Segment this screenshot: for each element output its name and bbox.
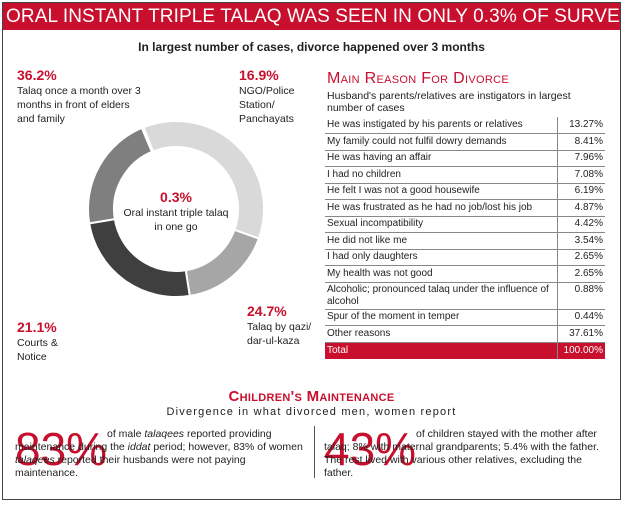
reason-cell: My health was not good: [325, 265, 557, 283]
segment-text: Talaq by qazi/ dar-ul-kaza: [247, 321, 312, 347]
maint-left-t7: reported their husbands were not paying …: [15, 454, 246, 479]
reason-subtitle: Husband's parents/relatives are instigat…: [327, 90, 571, 114]
reason-value: 13.27%: [556, 117, 605, 134]
stat-43-percent: 43%: [324, 423, 417, 475]
reason-cell: I had only daughters: [325, 249, 557, 266]
table-row: Alcoholic; pronounced talaq under the in…: [325, 282, 605, 310]
reason-value: 2.65%: [556, 265, 605, 283]
reason-value: 8.41%: [556, 133, 605, 151]
segment-label-monthly: 36.2% Talaq once a month over 3 months i…: [17, 67, 142, 126]
chart-subtitle: In largest number of cases, divorce happ…: [138, 40, 485, 54]
maint-left-t5: period; however, 83% of women: [150, 441, 303, 453]
reason-value: 37.61%: [556, 325, 605, 343]
stat-83-percent: 83%: [15, 423, 108, 475]
maint-left-t6: talaqees: [15, 454, 55, 466]
donut-slice-qazi: [88, 217, 191, 298]
total-value: 100.00%: [556, 342, 605, 359]
table-row: Spur of the moment in temper 0.44%: [325, 309, 605, 326]
table-row: Other reasons 37.61%: [325, 325, 605, 343]
reason-value: 0.44%: [556, 309, 605, 326]
segment-label-ngo: 16.9% NGO/Police Station/ Panchayats: [239, 67, 319, 126]
table-total-row: Total 100.00%: [325, 342, 605, 359]
segment-pct: 36.2%: [17, 67, 57, 83]
donut-slice-monthly: [142, 120, 265, 240]
segment-label-courts: 21.1% Courts & Notice: [17, 319, 87, 364]
segment-pct: 0.3%: [160, 189, 192, 205]
segment-label-instant: 0.3% Oral instant triple talaq in one go: [121, 189, 231, 234]
maint-left-t3: reported providing maintenance during th…: [15, 428, 272, 453]
segment-text: NGO/Police Station/ Panchayats: [239, 85, 295, 125]
segment-pct: 24.7%: [247, 303, 287, 319]
reason-cell: He was having an affair: [325, 150, 557, 167]
segment-text: Courts & Notice: [17, 337, 58, 363]
reason-value: 7.96%: [556, 150, 605, 167]
maintenance-title: Children's Maintenance: [228, 388, 395, 405]
reason-value: 2.65%: [556, 249, 605, 266]
reason-title: Main Reason For Divorce: [327, 70, 509, 87]
maint-left-t1: of male: [107, 428, 145, 440]
reason-cell: He did not like me: [325, 232, 557, 250]
table-row: I had no children 7.08%: [325, 166, 605, 184]
maint-left-t2: talaqees: [144, 428, 185, 440]
reason-cell: Spur of the moment in temper: [325, 309, 557, 326]
reason-cell: Other reasons: [325, 325, 557, 343]
reason-cell: He was frustrated as he had no job/lost …: [325, 199, 557, 217]
segment-pct: 16.9%: [239, 67, 279, 83]
reason-value: 7.08%: [556, 166, 605, 184]
table-row: He did not like me 3.54%: [325, 232, 605, 250]
reason-cell: Sexual incompatibility: [325, 216, 557, 233]
segment-text: Oral instant triple talaq in one go: [123, 207, 229, 233]
segment-text: Talaq once a month over 3 months in fron…: [17, 85, 141, 125]
maintenance-right-text: of children stayed with the mother after…: [324, 428, 599, 479]
table-row: I had only daughters 2.65%: [325, 249, 605, 266]
reason-value: 3.54%: [556, 232, 605, 250]
maintenance-subtitle: Divergence in what divorced men, women r…: [166, 406, 457, 418]
donut-slice-ngo: [184, 228, 261, 298]
segment-label-qazi: 24.7% Talaq by qazi/ dar-ul-kaza: [247, 303, 321, 348]
table-row: He was having an affair 7.96%: [325, 150, 605, 167]
section-divider: [314, 426, 315, 478]
donut-chart: [87, 120, 265, 298]
maintenance-left-text: of male talaqees reported providing main…: [15, 428, 305, 480]
reason-value: 4.42%: [556, 216, 605, 233]
header-title: ORAL INSTANT TRIPLE TALAQ WAS SEEN IN ON…: [3, 3, 620, 30]
total-label: Total: [325, 342, 557, 359]
infographic-frame: ORAL INSTANT TRIPLE TALAQ WAS SEEN IN ON…: [2, 2, 621, 500]
maint-left-t4: iddat: [127, 441, 151, 453]
reason-cell: Alcoholic; pronounced talaq under the in…: [325, 282, 557, 310]
donut-slice-instant: [140, 125, 155, 154]
reason-value: 0.88%: [556, 282, 605, 310]
table-row: He was instigated by his parents or rela…: [325, 117, 605, 134]
reason-cell: My family could not fulfil dowry demands: [325, 133, 557, 151]
table-row: My health was not good 2.65%: [325, 265, 605, 283]
reasons-table: He was instigated by his parents or rela…: [325, 117, 605, 359]
reason-cell: He felt I was not a good housewife: [325, 183, 557, 200]
reason-value: 4.87%: [556, 199, 605, 217]
table-row: He was frustrated as he had no job/lost …: [325, 199, 605, 217]
segment-pct: 21.1%: [17, 319, 57, 335]
reason-value: 6.19%: [556, 183, 605, 200]
donut-slice-courts: [87, 126, 154, 225]
table-row: My family could not fulfil dowry demands…: [325, 133, 605, 151]
reason-cell: He was instigated by his parents or rela…: [325, 117, 557, 134]
reason-cell: I had no children: [325, 166, 557, 184]
table-row: He felt I was not a good housewife 6.19%: [325, 183, 605, 200]
table-row: Sexual incompatibility 4.42%: [325, 216, 605, 233]
